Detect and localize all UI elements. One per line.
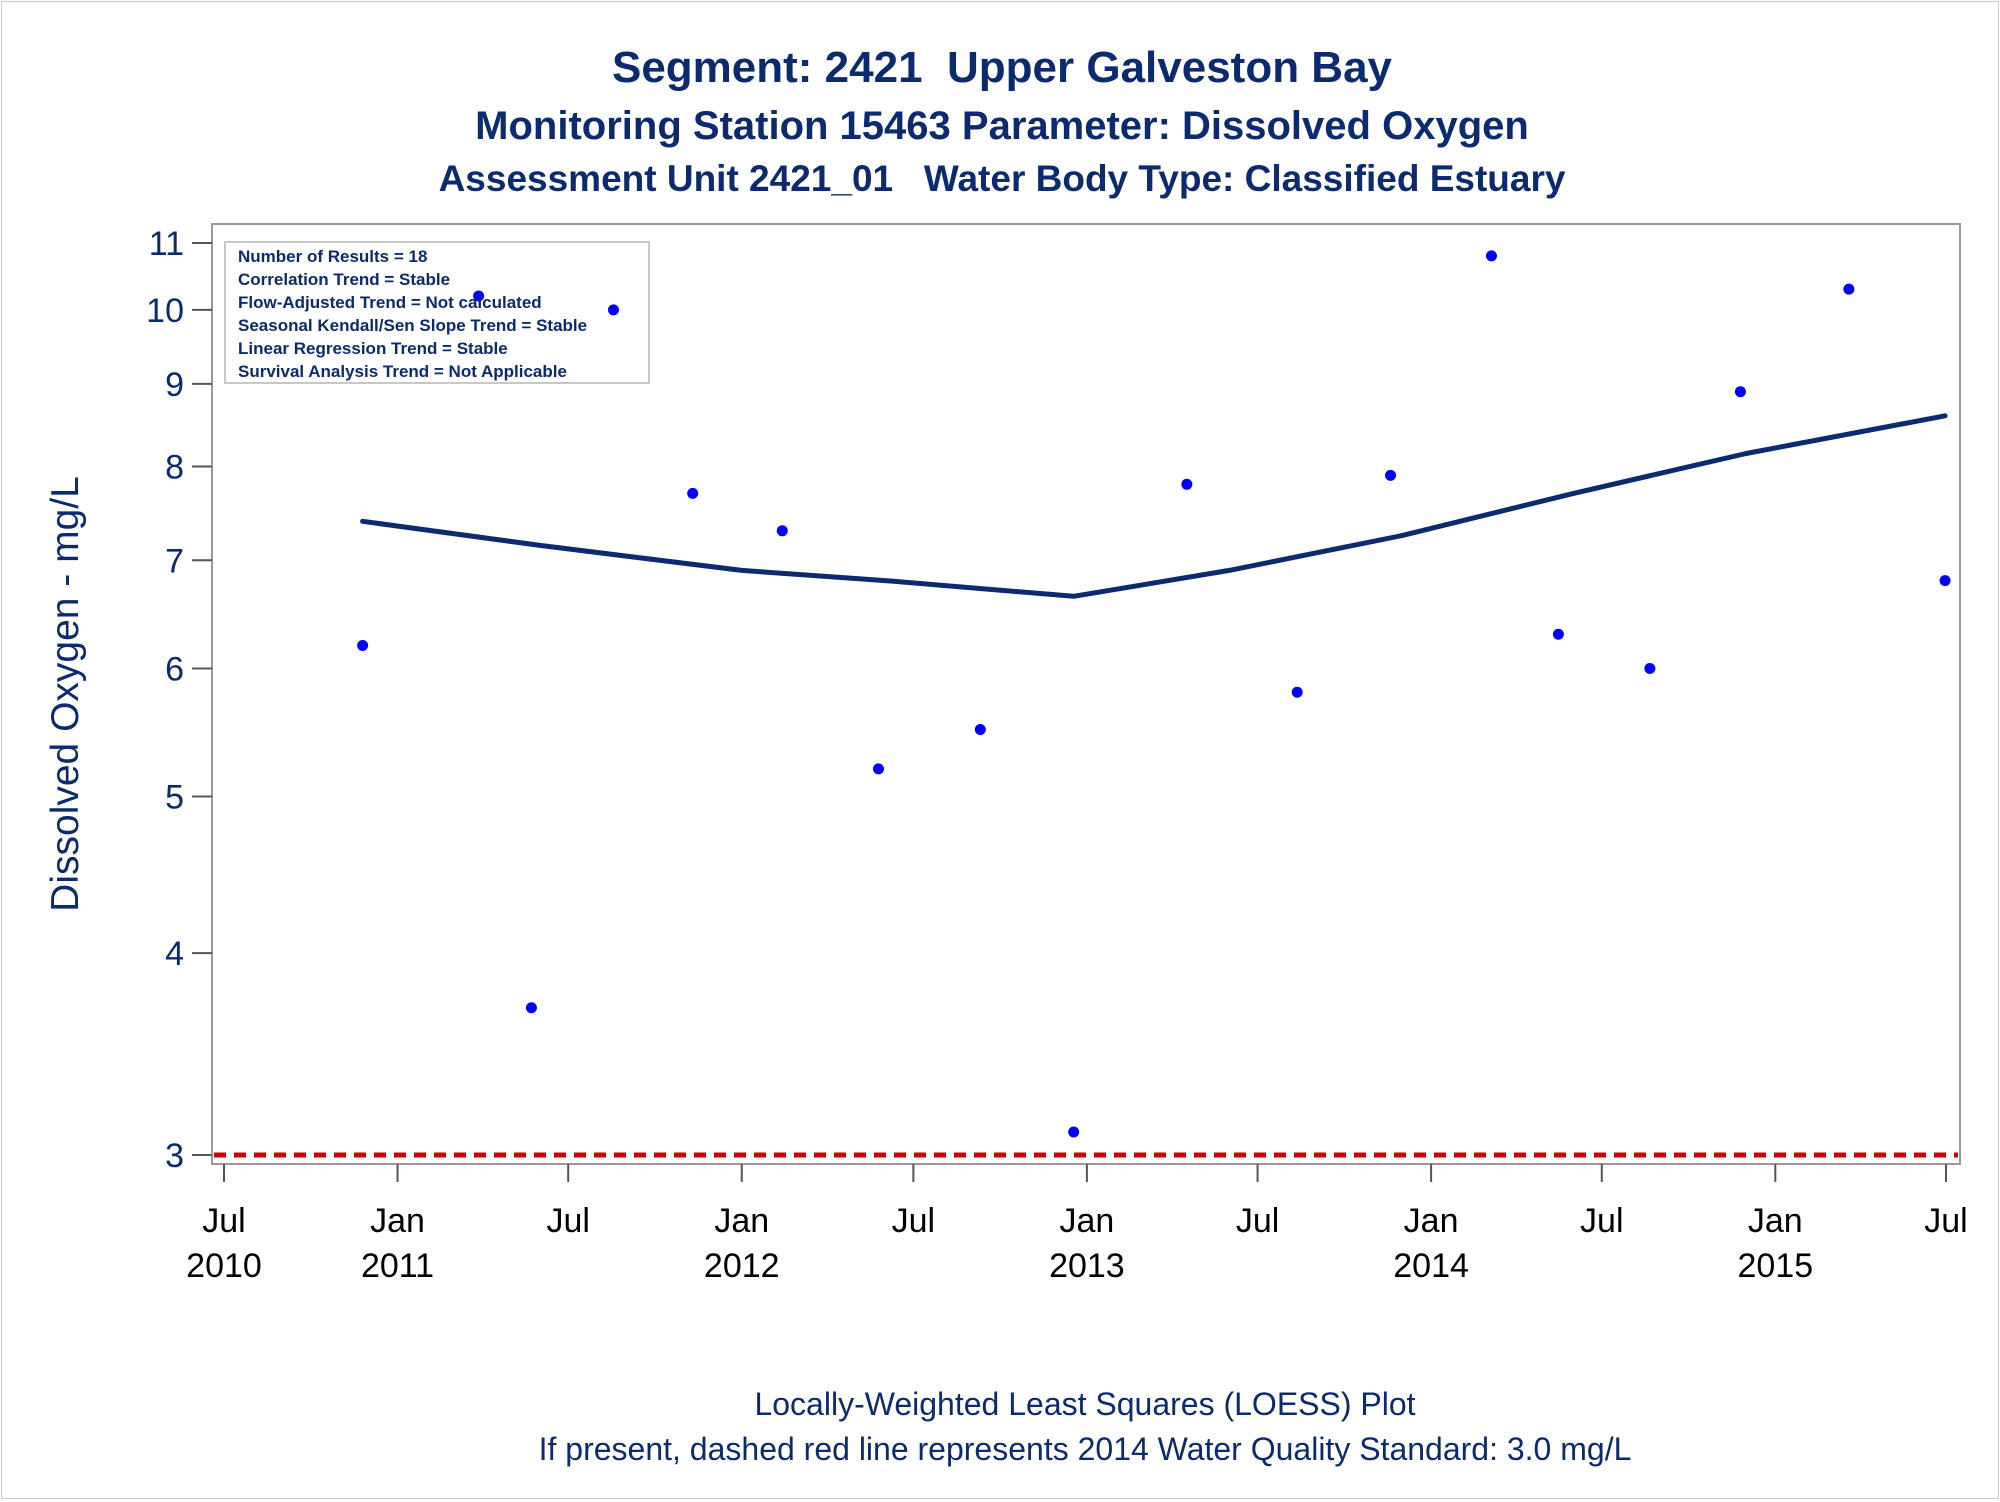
x-tick-label: Jan (1059, 1202, 1114, 1240)
x-tick-year-label: 2012 (704, 1247, 780, 1285)
data-point (1485, 250, 1497, 262)
y-tick-label: 4 (165, 935, 184, 973)
y-tick-label: 3 (165, 1137, 184, 1175)
x-tick-label: Jul (202, 1202, 245, 1240)
y-tick-label: 11 (149, 225, 184, 263)
data-point (1552, 628, 1564, 640)
y-axis-title: Dissolved Oxygen - mg/L (44, 476, 87, 912)
footnote-loess: Locally-Weighted Least Squares (LOESS) P… (754, 1386, 1415, 1422)
data-point (607, 304, 619, 316)
loess-line (360, 413, 1948, 599)
data-point (1291, 686, 1303, 698)
data-points (357, 250, 1951, 1138)
x-tick-year-label: 2010 (186, 1247, 262, 1285)
data-point (1385, 469, 1397, 481)
y-tick-label: 5 (165, 778, 184, 816)
inset-line-correlation: Correlation Trend = Stable (238, 270, 450, 289)
inset-line-seasonal-kendall: Seasonal Kendall/Sen Slope Trend = Stabl… (238, 316, 587, 335)
data-point (776, 525, 788, 537)
inset-line-results: Number of Results = 18 (238, 247, 427, 266)
x-tick-label: Jul (1236, 1202, 1279, 1240)
data-point (974, 724, 986, 736)
inset-line-flow-adjusted: Flow-Adjusted Trend = Not calculated (238, 293, 542, 312)
y-tick-label: 6 (165, 650, 184, 688)
chart-subtitle-2: Assessment Unit 2421_01 Water Body Type:… (439, 158, 1566, 199)
data-point (1181, 478, 1193, 490)
data-point (1939, 575, 1951, 587)
x-tick-label: Jan (1748, 1202, 1803, 1240)
data-point (473, 290, 485, 302)
y-tick-label: 7 (165, 542, 184, 580)
chart-title: Segment: 2421 Upper Galveston Bay (612, 43, 1393, 92)
footnote-standard: If present, dashed red line represents 2… (539, 1431, 1632, 1467)
data-point (357, 639, 369, 651)
x-tick-label: Jan (370, 1202, 425, 1240)
loess-trend-line (360, 413, 1948, 599)
x-tick-label: Jul (1580, 1202, 1623, 1240)
x-tick-label: Jan (714, 1202, 769, 1240)
x-tick-year-label: 2015 (1737, 1247, 1813, 1285)
y-tick-label: 10 (146, 292, 184, 330)
y-tick-label: 9 (165, 366, 184, 404)
y-tick-label: 8 (165, 449, 184, 487)
x-tick-label: Jul (1924, 1202, 1967, 1240)
data-point (1843, 283, 1855, 295)
data-point (1734, 386, 1746, 398)
x-tick-label: Jul (892, 1202, 935, 1240)
stats-inset-box (224, 241, 650, 384)
x-tick-year-label: 2011 (361, 1247, 434, 1285)
data-point (687, 487, 699, 499)
x-tick-year-label: 2014 (1393, 1247, 1469, 1285)
x-tick-label: Jul (546, 1202, 589, 1240)
stats-inset: Number of Results = 18 Correlation Trend… (224, 241, 650, 384)
x-tick-year-label: 2013 (1049, 1247, 1125, 1285)
x-tick-label: Jan (1404, 1202, 1459, 1240)
data-point (1068, 1126, 1080, 1138)
chart-subtitle: Monitoring Station 15463 Parameter: Diss… (475, 104, 1529, 148)
data-point (525, 1002, 537, 1014)
data-point (872, 763, 884, 775)
data-point (1644, 662, 1656, 674)
x-axis: Jul 2010 Jan 2011 Jul Jan 2012 Jul Jan 2013 Jul Jan… (186, 1164, 1968, 1285)
inset-line-linear-regression: Linear Regression Trend = Stable (238, 339, 508, 358)
y-axis: 3 4 5 6 7 8 9 10 11 (146, 225, 212, 1175)
inset-line-survival: Survival Analysis Trend = Not Applicable (238, 362, 567, 381)
